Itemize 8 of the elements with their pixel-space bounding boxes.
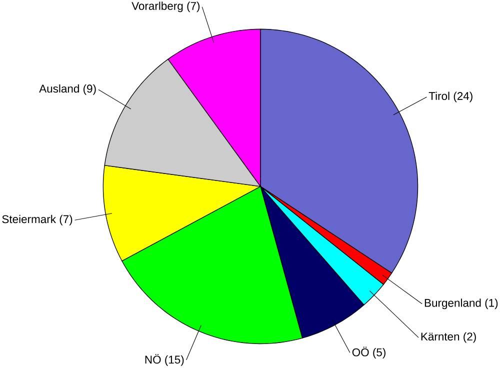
slice-label: Ausland (9): [39, 84, 96, 96]
slice-label: Steiermark (7): [2, 215, 72, 226]
slice-label: Tirol (24): [428, 92, 472, 102]
slice-label: Kärnten (2): [421, 332, 476, 343]
slice-label: Burgenland (1): [424, 298, 498, 310]
slice-label: NÖ (15): [145, 354, 184, 366]
slice-label: OÖ (5): [352, 346, 386, 359]
slice-label: Vorarlberg (7): [132, 2, 200, 12]
